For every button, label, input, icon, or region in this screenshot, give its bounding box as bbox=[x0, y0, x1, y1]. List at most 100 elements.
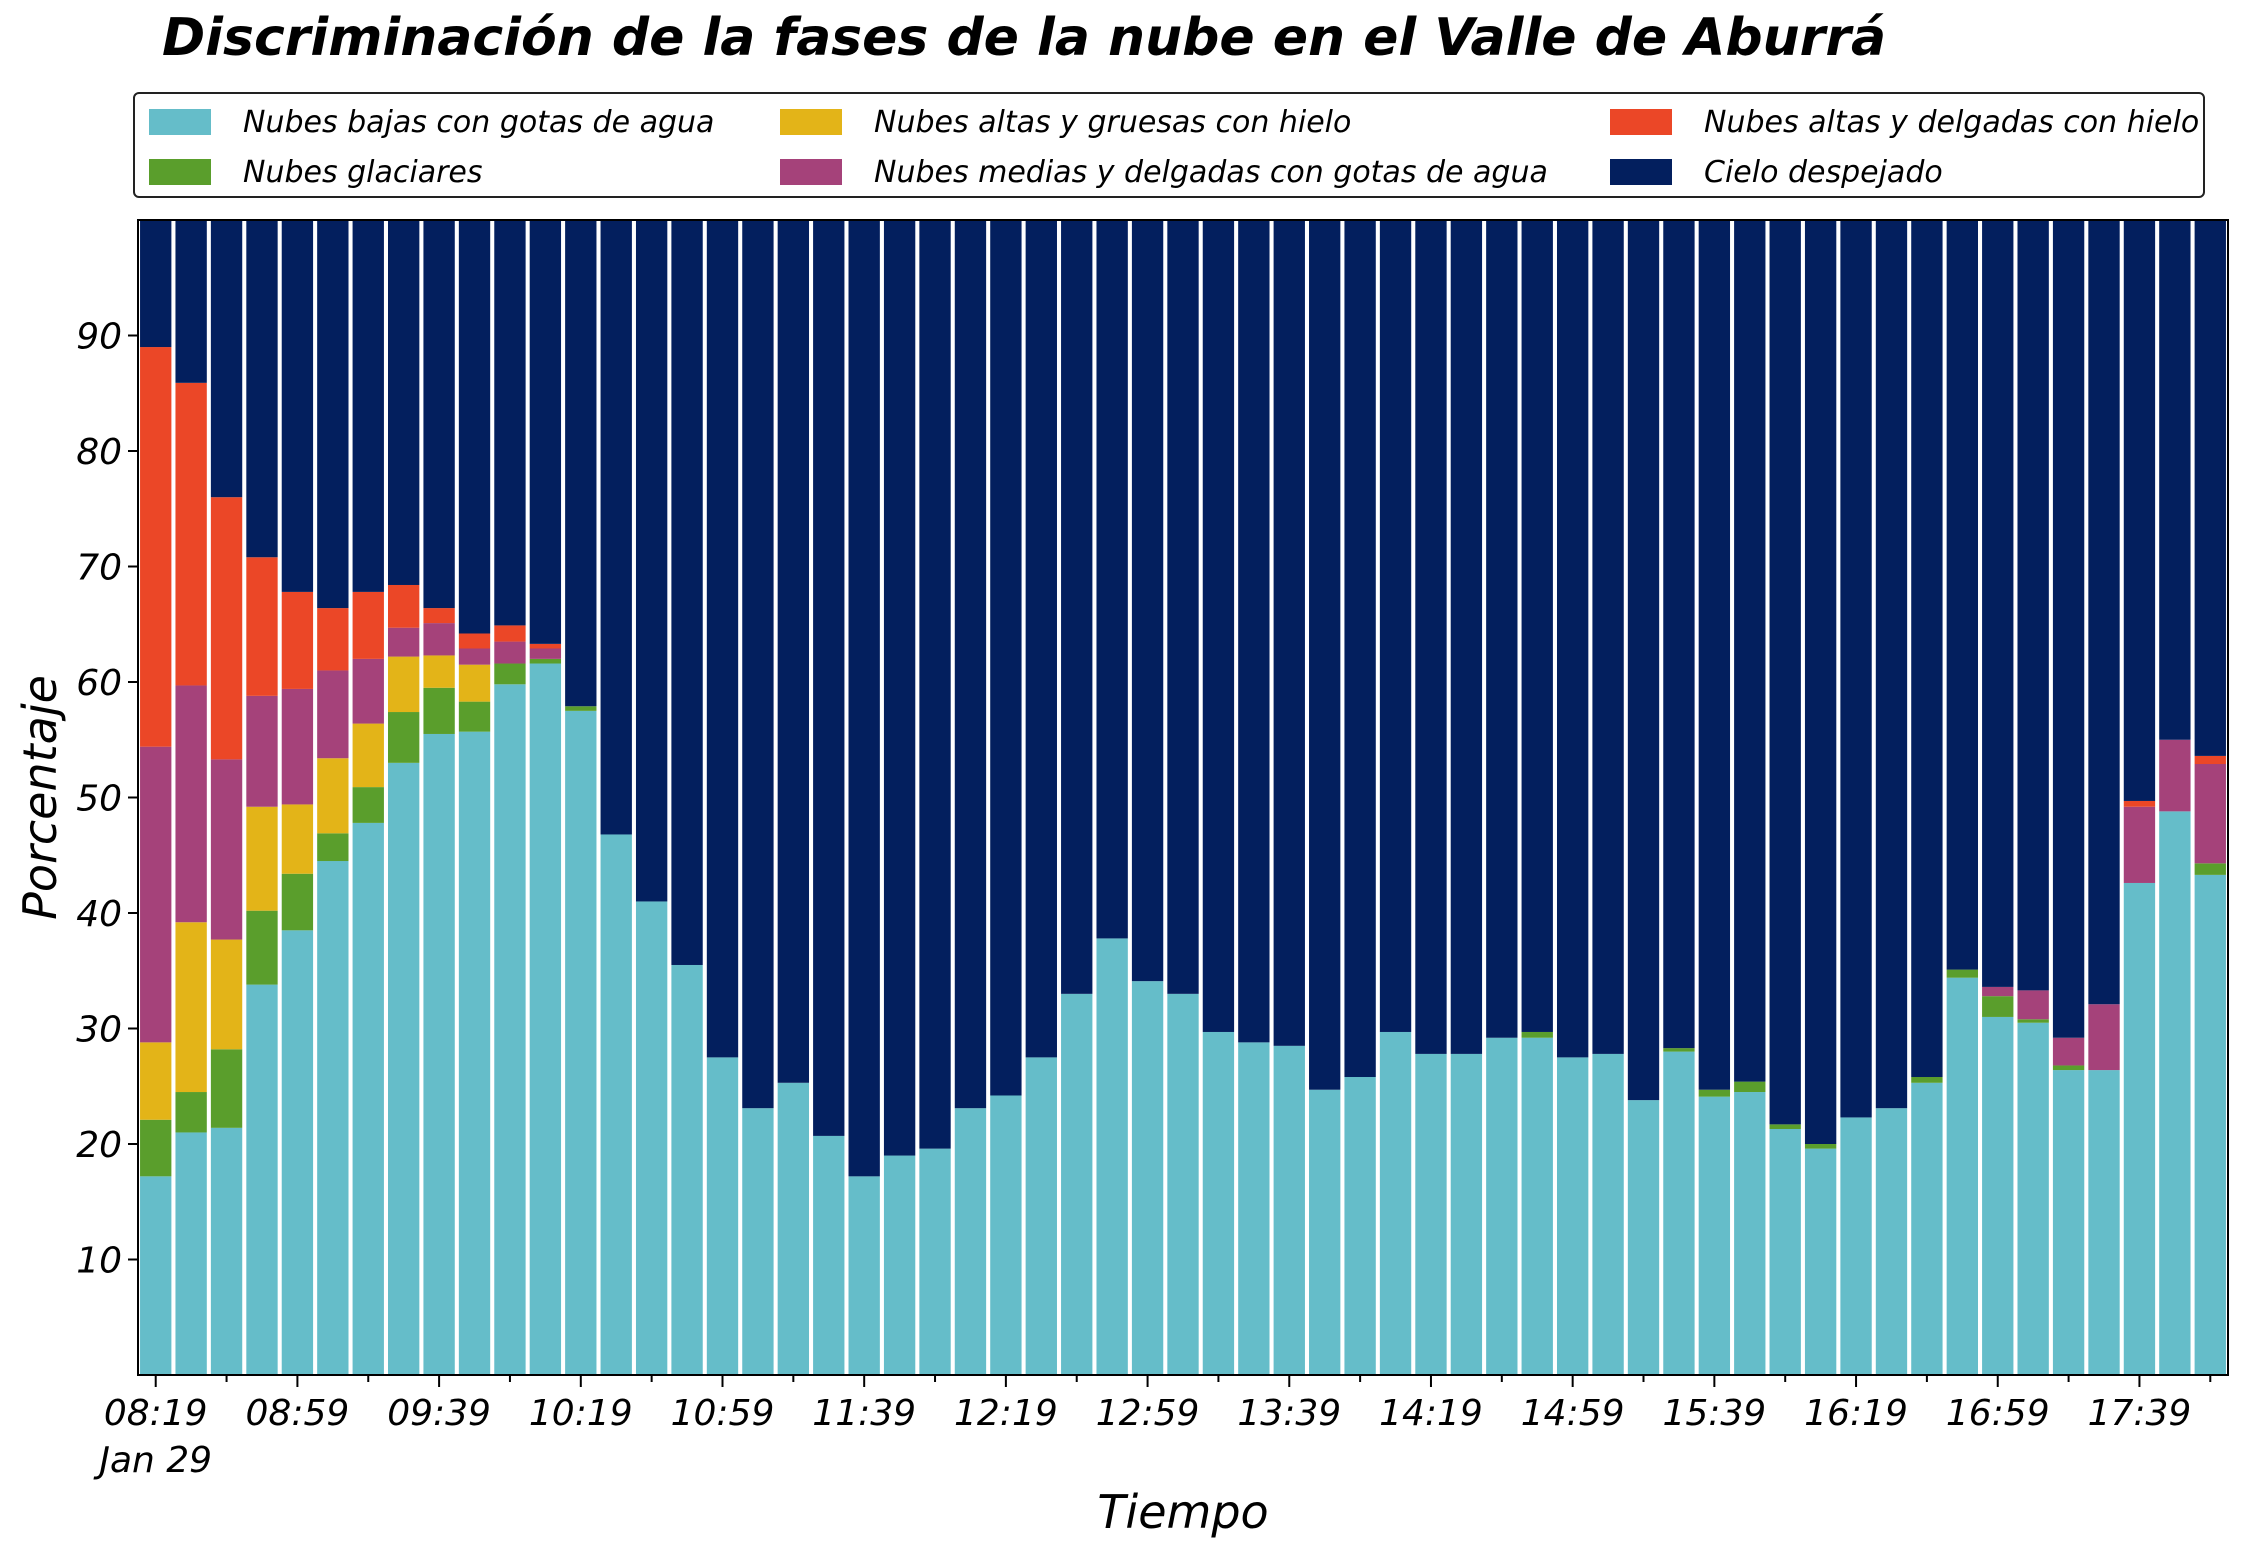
chart-title: Discriminación de la fases de la nube en… bbox=[162, 8, 1887, 68]
bar-segment bbox=[140, 1176, 172, 1375]
bar-segment bbox=[458, 633, 491, 649]
bar-segment bbox=[140, 746, 172, 1043]
bar-segment bbox=[2088, 220, 2120, 1005]
bar-segment bbox=[1663, 1051, 1695, 1375]
bar-segment bbox=[1379, 220, 1412, 1032]
bar-segment bbox=[1415, 1053, 1447, 1375]
x-date-label: Jan 29 bbox=[93, 1440, 212, 1481]
bar-segment bbox=[706, 1057, 739, 1376]
bar-segment bbox=[210, 1049, 243, 1128]
x-tick-label: 08:59 bbox=[246, 1393, 350, 1434]
bar-segment bbox=[1521, 1037, 1553, 1375]
bar-segment bbox=[565, 706, 597, 711]
bar-segment bbox=[140, 347, 172, 747]
bar-segment bbox=[458, 220, 491, 634]
y-tick-label: 10 bbox=[76, 1241, 122, 1282]
bar-segment bbox=[1804, 1148, 1837, 1375]
bar-segment bbox=[281, 591, 314, 689]
legend-label: Nubes bajas con gotas de agua bbox=[243, 104, 715, 140]
bar-segment bbox=[2052, 220, 2085, 1038]
bar-segment bbox=[813, 1135, 845, 1375]
legend-swatch bbox=[1610, 109, 1672, 135]
bar-segment bbox=[1521, 220, 1553, 1032]
bar-segment bbox=[2123, 882, 2156, 1375]
legend-swatch bbox=[149, 109, 211, 135]
bar-segment bbox=[1344, 220, 1376, 1078]
bar-segment bbox=[317, 670, 349, 759]
bar-segment bbox=[1521, 1031, 1553, 1038]
bar-segment bbox=[1911, 1082, 1943, 1375]
y-tick-label: 90 bbox=[76, 317, 122, 358]
x-tick-label: 12:19 bbox=[954, 1393, 1058, 1434]
bar-segment bbox=[777, 220, 810, 1083]
bar-segment bbox=[423, 608, 455, 624]
bar-segment bbox=[494, 220, 526, 626]
legend-label: Nubes altas y gruesas con hielo bbox=[874, 104, 1352, 140]
bar-segment bbox=[1486, 220, 1518, 1038]
bar-segment bbox=[388, 220, 420, 585]
bar-segment bbox=[1025, 1057, 1057, 1376]
bar-segment bbox=[1875, 220, 1908, 1109]
bar-segment bbox=[210, 220, 243, 498]
legend-swatch bbox=[780, 109, 842, 135]
bar-segment bbox=[1238, 1042, 1270, 1375]
legend-item: Nubes altas y gruesas con hielo bbox=[780, 102, 1351, 142]
bar-segment bbox=[494, 641, 526, 664]
bar-segment bbox=[2123, 800, 2156, 807]
bar-segment bbox=[1450, 220, 1483, 1054]
bar-segment bbox=[140, 1042, 172, 1120]
bar-segment bbox=[494, 684, 526, 1375]
bar-segment bbox=[2052, 1070, 2085, 1375]
bar-segment bbox=[1486, 1037, 1518, 1375]
bar-segment bbox=[1946, 220, 1978, 970]
bar-segment bbox=[423, 687, 455, 734]
bar-segment bbox=[990, 220, 1022, 1096]
bar-segment bbox=[1273, 1045, 1305, 1375]
bar-segment bbox=[175, 382, 207, 686]
bar-segment bbox=[246, 806, 278, 911]
bar-segment bbox=[458, 701, 491, 732]
x-tick-label: 09:39 bbox=[387, 1393, 491, 1434]
x-tick-label: 14:19 bbox=[1379, 1393, 1483, 1434]
legend: Nubes bajas con gotas de agua Nubes glaci… bbox=[133, 92, 2205, 198]
bar-segment bbox=[246, 910, 278, 985]
bar-segment bbox=[565, 220, 597, 707]
bar-segment bbox=[671, 964, 703, 1375]
bar-segment bbox=[140, 1119, 172, 1177]
x-tick-label: 10:59 bbox=[671, 1393, 775, 1434]
bar-segment bbox=[919, 1148, 951, 1375]
bar-segment bbox=[2194, 764, 2226, 864]
bar-segment bbox=[1379, 1031, 1412, 1375]
bar-segment bbox=[635, 220, 668, 902]
bar-segment bbox=[388, 656, 420, 713]
bar-segment bbox=[352, 723, 384, 788]
bar-segment bbox=[317, 608, 349, 671]
bar-segment bbox=[210, 759, 243, 940]
bar-segment bbox=[210, 1127, 243, 1375]
bar-segment bbox=[1698, 1096, 1731, 1375]
y-tick-label: 30 bbox=[76, 1010, 122, 1051]
bar-segment bbox=[1911, 1077, 1943, 1083]
bar-segment bbox=[565, 710, 597, 1376]
bar-segment bbox=[1911, 220, 1943, 1078]
bar-segment bbox=[954, 220, 987, 1109]
bar-segment bbox=[210, 497, 243, 760]
bar-segment bbox=[1273, 220, 1305, 1046]
bars-group bbox=[140, 220, 2226, 1376]
bar-segment bbox=[883, 220, 916, 1156]
bar-segment bbox=[281, 873, 314, 931]
bar-segment bbox=[1804, 1144, 1837, 1149]
bar-segment bbox=[813, 220, 845, 1136]
x-tick-label: 17:39 bbox=[2088, 1393, 2192, 1434]
bar-segment bbox=[1946, 977, 1978, 1375]
legend-swatch bbox=[1610, 159, 1672, 185]
bar-segment bbox=[1061, 993, 1093, 1375]
y-tick-label: 20 bbox=[76, 1125, 122, 1166]
bar-segment bbox=[1982, 1016, 2014, 1375]
bar-segment bbox=[2123, 806, 2156, 883]
bar-segment bbox=[352, 787, 384, 823]
bar-segment bbox=[1415, 220, 1447, 1054]
bar-segment bbox=[388, 712, 420, 763]
bar-segment bbox=[1025, 220, 1057, 1058]
